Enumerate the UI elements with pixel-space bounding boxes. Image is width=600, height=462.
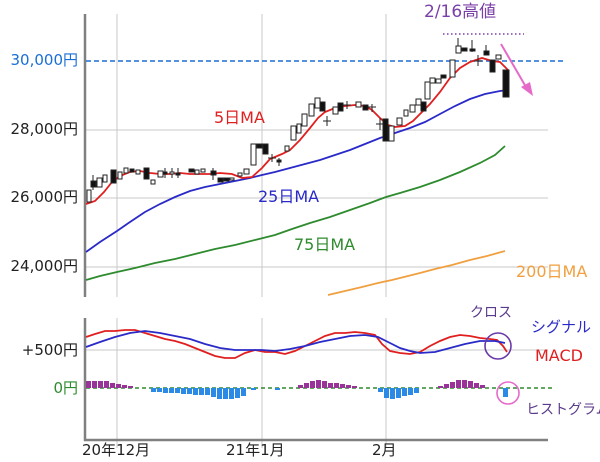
ma5-label: 5日MA <box>214 108 265 127</box>
cross-circle <box>484 332 512 360</box>
ma75-line <box>85 145 506 281</box>
high-annotation: 2/16高値 <box>424 2 497 22</box>
xtick-2021-jan: 21年1月 <box>226 441 285 459</box>
histogram-label: ヒストグラム <box>526 402 600 418</box>
macd-line <box>85 329 508 359</box>
ytick-24000: 24,000円 <box>10 257 79 275</box>
ma200-line <box>327 250 506 296</box>
macd-label: MACD <box>535 346 583 365</box>
histogram-circle <box>496 381 520 405</box>
candlesticks <box>86 38 510 203</box>
ytick-zero: 0円 <box>53 379 78 397</box>
ma75-label: 75日MA <box>294 235 356 254</box>
trend-arrow-down <box>500 43 533 96</box>
ytick-30000: 30,000円 <box>10 51 79 69</box>
price-grid <box>85 14 548 297</box>
ma5-line <box>85 57 509 205</box>
cross-label: クロス <box>470 305 512 321</box>
ytick-26000: 26,000円 <box>10 188 79 206</box>
ma25-label: 25日MA <box>258 187 320 206</box>
ytick-plus500: +500円 <box>21 341 78 359</box>
macd-histogram <box>86 380 508 399</box>
ma200-label: 200日MA <box>516 262 588 281</box>
xtick-2020-dec: 20年12月 <box>82 441 151 459</box>
ma25-line <box>85 89 509 253</box>
xtick-feb: 2月 <box>372 441 397 459</box>
macd-grid <box>85 318 548 448</box>
signal-label: シグナル <box>531 318 592 336</box>
ytick-28000: 28,000円 <box>10 120 79 138</box>
signal-line <box>85 330 506 354</box>
